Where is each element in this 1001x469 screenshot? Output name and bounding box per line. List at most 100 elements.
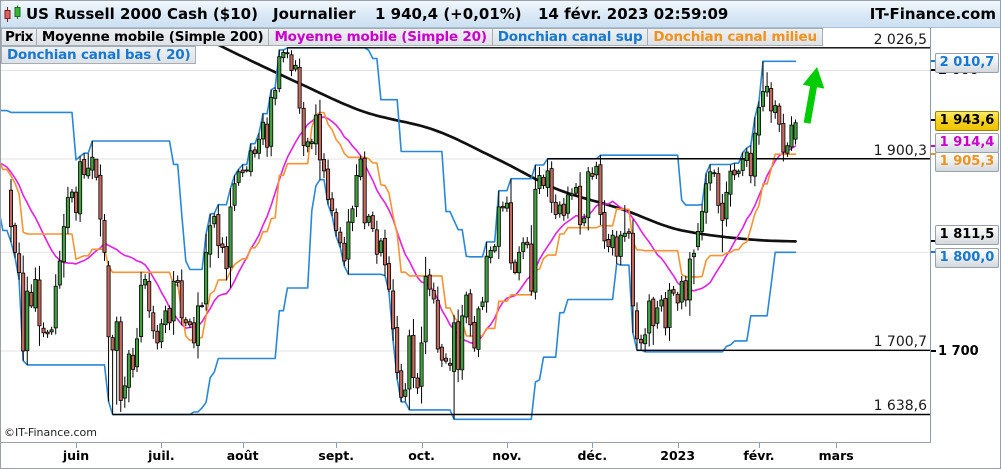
candle-up — [740, 158, 745, 171]
candle-down — [732, 169, 737, 176]
candle-down — [338, 231, 343, 244]
candle-up — [423, 276, 428, 343]
candle-up — [728, 170, 733, 195]
indicator-value-badge: 1 914,4 — [935, 132, 999, 153]
candle-up — [354, 175, 359, 208]
x-axis-label-juil: juil. — [148, 448, 175, 463]
indicator-value-badge: 1 905,3 — [935, 152, 999, 172]
candle-down — [387, 263, 392, 290]
time-axis[interactable]: juin juil. août sept. oct. nov. déc. 2023 févr. m… — [1, 443, 931, 468]
candle-up — [700, 211, 705, 232]
candle-down — [590, 173, 595, 177]
candle-up — [452, 322, 457, 372]
candle-up — [49, 329, 54, 333]
legend-item-sma20[interactable]: Moyenne mobile (Simple 20) — [269, 28, 493, 46]
candle-down — [439, 346, 444, 361]
x-axis-label-fvr: févr. — [743, 448, 775, 463]
candle-down — [549, 168, 554, 203]
candle-up — [53, 285, 58, 329]
candle-up — [135, 338, 140, 368]
candle-up — [659, 299, 664, 307]
candle-down — [224, 246, 229, 270]
candle-up — [366, 215, 371, 223]
chart-plot-area[interactable]: Prix Moyenne mobile (Simple 200) Moyenne m… — [1, 28, 931, 443]
x-axis-tick — [836, 443, 838, 448]
candle-up — [57, 260, 62, 286]
candle-down — [8, 189, 13, 228]
up-arrow[interactable] — [796, 65, 828, 125]
indicator-tick — [931, 153, 936, 156]
candle-up — [708, 171, 713, 184]
candle-down — [529, 243, 534, 292]
legend-item-sma200[interactable]: Moyenne mobile (Simple 200) — [36, 28, 270, 46]
candle-down — [151, 312, 156, 332]
candle-up — [204, 251, 209, 305]
candle-down — [216, 214, 221, 247]
candle-down — [285, 52, 290, 55]
x-axis-label-oct: oct. — [408, 448, 435, 463]
candle-down — [606, 239, 611, 248]
candle-up — [281, 52, 286, 59]
candle-down — [663, 298, 668, 329]
candle-down — [297, 66, 302, 109]
candle-up — [159, 323, 164, 343]
candle-up — [521, 242, 526, 252]
candle-down — [37, 279, 42, 327]
x-axis-tick — [421, 443, 423, 448]
series-donchian-canal-milieu[interactable] — [1, 111, 797, 342]
candle-up — [163, 310, 168, 326]
series-donchian-canal-sup[interactable] — [1, 46, 797, 271]
candle-down — [541, 176, 546, 186]
legend-item-donchian-bas[interactable]: Donchian canal bas ( 20) — [1, 46, 197, 64]
price-chart[interactable] — [1, 28, 930, 442]
candle-up — [378, 240, 383, 254]
candle-down — [326, 168, 331, 200]
candle-down — [639, 338, 644, 344]
x-axis-tick — [677, 443, 679, 448]
candle-down — [183, 319, 188, 324]
x-axis-tick — [592, 443, 594, 448]
candle-down — [147, 281, 152, 312]
candle-down — [370, 215, 375, 229]
candle-down — [41, 327, 46, 334]
candle-up — [293, 64, 298, 70]
candle-down — [626, 231, 631, 234]
y-axis-label-1700: 1 700 — [938, 344, 979, 359]
candle-up — [712, 172, 717, 175]
candle-up — [574, 187, 579, 194]
candle-down — [106, 265, 111, 338]
candle-up — [582, 217, 587, 224]
candle-up — [358, 158, 363, 178]
last-price-badge: 1 943,6 — [935, 110, 999, 131]
candle-up — [492, 246, 497, 252]
candle-up — [419, 342, 424, 387]
candle-down — [21, 272, 26, 352]
candle-down — [769, 88, 774, 112]
candle-up — [143, 279, 148, 286]
datetime-label: 14 févr. 2023 02:59:09 — [538, 5, 729, 23]
candle-up — [114, 321, 119, 351]
legend-item-donchian-sup[interactable]: Donchian canal sup — [492, 28, 649, 46]
candle-up — [244, 169, 249, 172]
timeframe-label: Journalier — [273, 5, 356, 23]
candle-up — [765, 85, 770, 93]
candle-up — [724, 191, 729, 220]
x-axis-label-nov: nov. — [492, 448, 522, 463]
candle-up — [232, 183, 237, 206]
candle-down — [110, 337, 115, 351]
candle-down — [716, 173, 721, 206]
candle-up — [691, 252, 696, 258]
candle-down — [777, 105, 782, 125]
candle-down — [513, 261, 518, 273]
candle-up — [504, 202, 509, 209]
candle-up — [785, 145, 790, 154]
candle-up — [171, 280, 176, 322]
legend-item-price[interactable]: Prix — [1, 28, 37, 46]
candle-up — [248, 150, 253, 172]
candle-up — [126, 353, 131, 388]
indicator-value-badge: 2 010,7 — [935, 53, 999, 73]
legend-item-donchian-mid[interactable]: Donchian canal milieu — [648, 28, 823, 46]
candle-down — [175, 279, 180, 283]
last-price-and-change: 1 940,4 (+0,01%) — [375, 5, 522, 23]
